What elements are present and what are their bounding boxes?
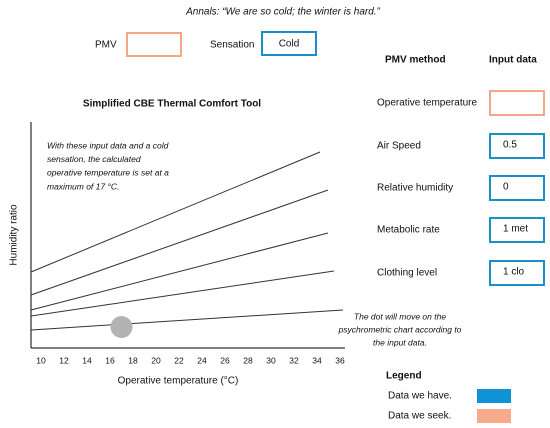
legend-label: Data we seek.: [388, 411, 451, 422]
annotation: With these input data and a cold: [47, 140, 169, 150]
input-box: [489, 260, 545, 286]
legend-swatch: [477, 389, 511, 403]
legend-title: Legend: [386, 371, 422, 382]
x-tick-label: 22: [174, 355, 184, 365]
x-tick-label: 26: [220, 355, 230, 365]
input-label: Operative temperature: [377, 98, 477, 109]
annotation: sensation, the calculated: [47, 154, 141, 164]
x-tick-label: 12: [59, 355, 69, 365]
input-label: Metabolic rate: [377, 225, 440, 236]
x-label: Operative temperature (°C): [118, 376, 239, 387]
sensation-box: [261, 31, 317, 56]
input-value: 1 clo: [503, 267, 525, 278]
x-tick-label: 16: [105, 355, 115, 365]
input-box: [489, 133, 545, 159]
chart-title: Simplified CBE Thermal Comfort Tool: [83, 99, 261, 110]
input-value: 0.5: [503, 140, 517, 151]
note: psychrometric chart according to: [338, 324, 462, 334]
input-label: Clothing level: [377, 268, 437, 279]
input-value: 1 met: [503, 224, 528, 235]
x-tick-label: 24: [197, 355, 207, 365]
pmv-box: [126, 32, 182, 57]
annotation: operative temperature is set at a: [47, 168, 169, 178]
legend-swatch: [477, 409, 511, 423]
y-label: Humidity ratio: [9, 204, 20, 266]
input-value: 0: [503, 182, 509, 193]
method-header: PMV method: [385, 55, 446, 66]
curve: [30, 232, 329, 311]
data-header: Input data: [489, 55, 537, 66]
annotation: maximum of 17 °C.: [47, 181, 119, 191]
input-box: [489, 217, 545, 243]
humidity-lines: [30, 151, 344, 331]
pmv-label: PMV: [95, 40, 117, 51]
curve: [30, 151, 321, 273]
x-tick-label: 18: [128, 355, 138, 365]
x-tick-label: 30: [266, 355, 276, 365]
x-tick-label: 32: [289, 355, 299, 365]
quote: Annals: “We are so cold; the winter is h…: [185, 7, 380, 18]
note: the input data.: [373, 337, 427, 347]
x-tick-label: 20: [151, 355, 161, 365]
legend-label: Data we have.: [388, 391, 452, 402]
input-box: [489, 90, 545, 116]
sensation-label: Sensation: [210, 40, 254, 51]
curve: [30, 270, 335, 317]
input-label: Relative humidity: [377, 183, 453, 194]
input-label: Air Speed: [377, 141, 421, 152]
x-tick-label: 14: [82, 355, 92, 365]
sensation-value: Cold: [279, 39, 300, 50]
curve: [30, 309, 344, 331]
x-tick-label: 36: [335, 355, 345, 365]
note: The dot will move on the: [354, 311, 446, 321]
dot: [110, 316, 133, 338]
x-tick-label: 28: [243, 355, 253, 365]
input-box: [489, 175, 545, 201]
curve: [30, 189, 329, 296]
x-tick-label: 34: [312, 355, 322, 365]
x-tick-label: 10: [36, 355, 46, 365]
